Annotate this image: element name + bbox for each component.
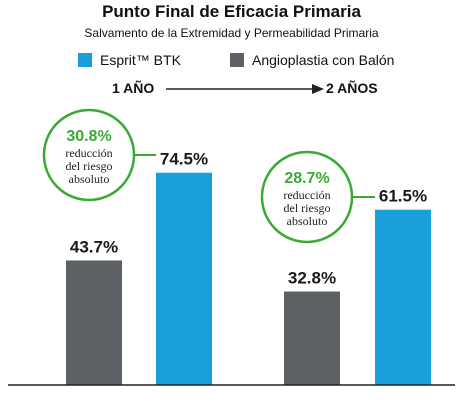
legend-label-balloon: Angioplastia con Balón <box>252 52 395 68</box>
bar-balloon-1 <box>66 260 122 385</box>
annotation-text-1-3: absoluto <box>69 172 110 186</box>
legend-item-balloon: Angioplastia con Balón <box>230 52 394 68</box>
annotation-circle-1 <box>42 108 136 202</box>
chart-title: Punto Final de Eficacia Primaria <box>102 2 361 21</box>
annotation-value-1: 30.8% <box>66 128 111 145</box>
period-start-label: 1 AÑO <box>112 80 155 96</box>
bar-label-balloon-1: 43.7% <box>70 237 118 256</box>
annotation-text-1-2: del riesgo <box>66 159 113 173</box>
bar-label-balloon-2: 32.8% <box>288 269 336 288</box>
annotation-circle-2 <box>260 150 354 244</box>
annotation-text-2-3: absoluto <box>287 214 328 228</box>
legend-swatch-balloon <box>230 53 244 67</box>
bar-esprit-1 <box>156 172 212 385</box>
bar-balloon-2 <box>284 291 340 385</box>
bar-label-esprit-1: 74.5% <box>160 150 208 169</box>
legend-label-esprit: Esprit™ BTK <box>100 52 181 68</box>
annotation-text-2-2: del riesgo <box>284 201 331 215</box>
annotation-value-2: 28.7% <box>284 170 329 187</box>
legend-item-esprit: Esprit™ BTK <box>78 52 181 68</box>
bar-label-esprit-2: 61.5% <box>379 187 427 206</box>
chart-subtitle: Salvamento de la Extremidad y Permeabili… <box>84 26 379 40</box>
legend-swatch-esprit <box>78 53 92 67</box>
period-arrow-head <box>312 84 324 94</box>
annotation-text-1-1: reducción <box>65 146 112 160</box>
period-end-label: 2 AÑOS <box>326 80 378 96</box>
bar-esprit-2 <box>375 209 431 385</box>
annotation-text-2-1: reducción <box>283 188 330 202</box>
